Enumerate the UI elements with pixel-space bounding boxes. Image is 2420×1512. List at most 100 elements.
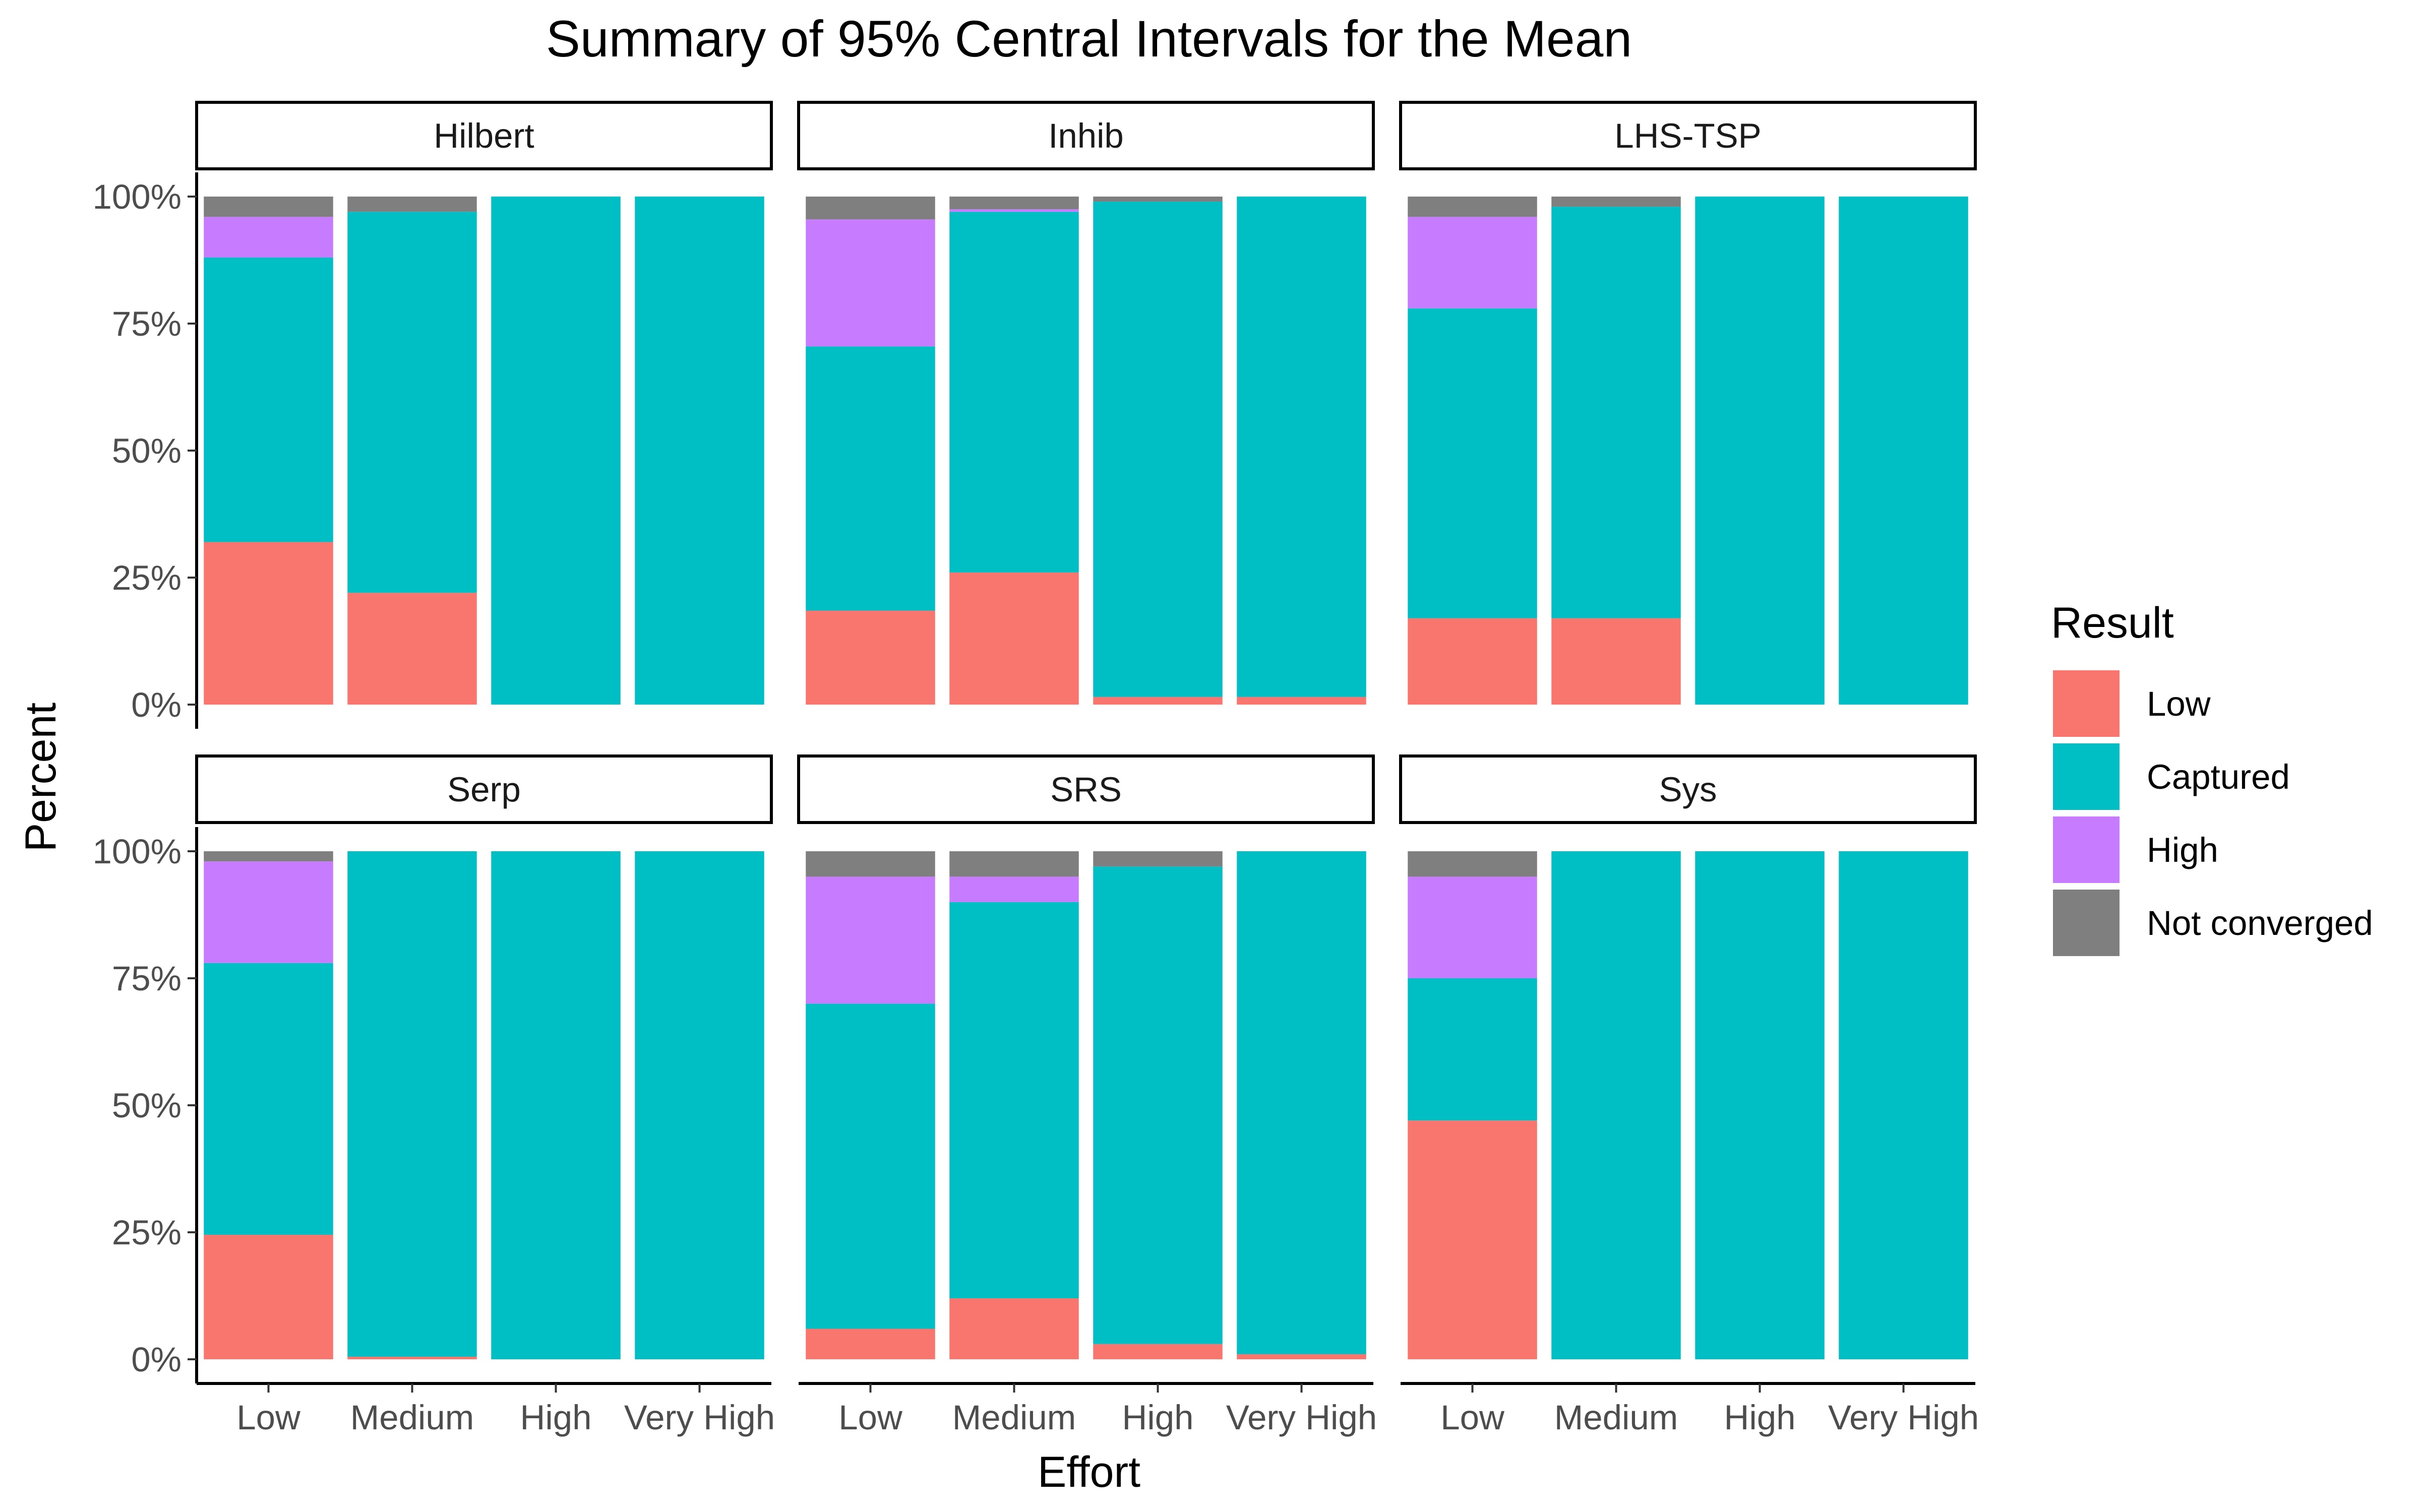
bar-segment-captured-high bbox=[491, 197, 621, 705]
bar-segment-low-medium bbox=[949, 572, 1079, 705]
x-axis-title: Effort bbox=[1038, 1448, 1140, 1496]
x-tick-label: High bbox=[1122, 1398, 1194, 1437]
bar-segment-not-converged-low bbox=[806, 851, 935, 877]
bar-segment-captured-low bbox=[806, 1003, 935, 1329]
facet-strip-label: Sys bbox=[1659, 770, 1717, 809]
legend-key-low bbox=[2053, 670, 2120, 737]
bar-segment-captured-high bbox=[1093, 202, 1223, 697]
bar-segment-captured-very-high bbox=[1839, 197, 1968, 705]
facet-panels: Hilbert 0% 25% 50% 75% 100% Inhib LHS-TSP Serp 0%… bbox=[93, 101, 1979, 1437]
facet-strip bbox=[195, 754, 773, 824]
bar-segment-low-medium bbox=[949, 1298, 1079, 1359]
y-tick-label: 0% bbox=[131, 685, 182, 724]
bar-segment-high-low bbox=[1408, 217, 1537, 308]
bar-segment-captured-medium bbox=[347, 851, 477, 1357]
x-tick-label: Medium bbox=[350, 1398, 474, 1437]
facet-sys: Sys Low Medium High Very High bbox=[1399, 754, 1979, 1437]
bar-segment-high-low bbox=[204, 861, 333, 963]
y-tick-label: 50% bbox=[112, 1086, 182, 1125]
x-tick-label: Very High bbox=[624, 1398, 775, 1437]
legend-label-high: High bbox=[2147, 831, 2218, 869]
y-axis-title: Percent bbox=[17, 703, 65, 852]
legend-title: Result bbox=[2051, 599, 2174, 647]
bar-segment-not-converged-medium bbox=[347, 197, 477, 212]
bar-segment-low-low bbox=[806, 1329, 935, 1359]
facet-strip bbox=[1399, 101, 1977, 170]
y-tick-label: 75% bbox=[112, 304, 182, 343]
bar-segment-captured-medium bbox=[347, 212, 477, 593]
bar-segment-captured-very-high bbox=[635, 197, 764, 705]
bar-segment-high-low bbox=[806, 219, 935, 347]
bar-segment-captured-very-high bbox=[1237, 197, 1366, 697]
facet-strip bbox=[1399, 754, 1977, 824]
bar-segment-low-low bbox=[204, 542, 333, 705]
x-tick-label: High bbox=[1724, 1398, 1796, 1437]
bar-segment-not-converged-low bbox=[204, 851, 333, 862]
bar-segment-high-medium bbox=[949, 209, 1079, 212]
bar-segment-low-low bbox=[1408, 618, 1537, 705]
bar-segment-not-converged-low bbox=[1408, 197, 1537, 217]
bar-segment-not-converged-medium bbox=[949, 851, 1079, 877]
bar-segment-captured-very-high bbox=[1237, 851, 1366, 1354]
x-tick-label: Low bbox=[838, 1398, 902, 1437]
legend: Low Captured High Not converged bbox=[2053, 670, 2373, 956]
bar-segment-captured-medium bbox=[949, 212, 1079, 573]
facet-strip-label: Inhib bbox=[1048, 116, 1124, 155]
bar-segment-low-low bbox=[204, 1235, 333, 1359]
facet-strip bbox=[797, 101, 1375, 170]
bar-segment-not-converged-medium bbox=[949, 197, 1079, 210]
facet-inhib: Inhib bbox=[797, 101, 1375, 705]
bar-segment-captured-medium bbox=[1551, 207, 1681, 618]
bar-segment-not-converged-low bbox=[1408, 851, 1537, 877]
facet-strip-label: SRS bbox=[1050, 770, 1122, 809]
bar-segment-captured-low bbox=[806, 346, 935, 611]
bar-segment-captured-high bbox=[1695, 197, 1825, 705]
x-tick-label: High bbox=[520, 1398, 592, 1437]
bar-segment-captured-high bbox=[491, 851, 621, 1359]
bar-segment-captured-low bbox=[204, 963, 333, 1235]
y-tick-label: 25% bbox=[112, 1213, 182, 1252]
bar-segment-captured-medium bbox=[1551, 851, 1681, 1359]
bar-segment-low-high bbox=[1093, 697, 1223, 705]
bar-segment-not-converged-low bbox=[806, 197, 935, 220]
bar-segment-high-medium bbox=[949, 876, 1079, 902]
bar-segment-not-converged-medium bbox=[1551, 197, 1681, 207]
bar-segment-high-low bbox=[204, 217, 333, 258]
y-tick-label: 100% bbox=[93, 832, 182, 871]
legend-label-captured: Captured bbox=[2147, 758, 2290, 796]
facet-lhs-tsp: LHS-TSP bbox=[1399, 101, 1977, 705]
y-tick-label: 50% bbox=[112, 431, 182, 470]
bar-segment-captured-low bbox=[204, 257, 333, 542]
bar-segment-captured-high bbox=[1093, 866, 1223, 1344]
legend-label-not-converged: Not converged bbox=[2147, 904, 2373, 942]
bar-segment-high-low bbox=[806, 876, 935, 1004]
facet-hilbert: Hilbert 0% 25% 50% 75% 100% bbox=[93, 101, 773, 729]
bar-segment-low-very-high bbox=[1237, 697, 1366, 705]
bar-segment-captured-low bbox=[1408, 978, 1537, 1121]
bar-segment-low-very-high bbox=[1237, 1354, 1366, 1359]
facet-srs: SRS Low Medium High Very High bbox=[797, 754, 1377, 1437]
bar-segment-captured-low bbox=[1408, 308, 1537, 618]
chart-title: Summary of 95% Central Intervals for the… bbox=[546, 10, 1632, 68]
bar-segment-not-converged-low bbox=[204, 197, 333, 217]
bar-segment-captured-medium bbox=[949, 902, 1079, 1299]
bar-segment-captured-very-high bbox=[635, 851, 764, 1359]
facet-strip-label: Serp bbox=[447, 770, 521, 809]
bar-segment-captured-very-high bbox=[1839, 851, 1968, 1359]
bar-segment-not-converged-high bbox=[1093, 197, 1223, 202]
bar-segment-low-medium bbox=[347, 593, 477, 705]
bar-segment-captured-high bbox=[1695, 851, 1825, 1359]
legend-key-captured bbox=[2053, 743, 2120, 810]
y-tick-label: 0% bbox=[131, 1340, 182, 1379]
facet-serp: Serp 0% 25% 50% 75% 100% Low Medium High Very Hig… bbox=[93, 754, 775, 1437]
y-tick-label: 75% bbox=[112, 959, 182, 998]
x-tick-label: Low bbox=[1440, 1398, 1504, 1437]
x-tick-label: Medium bbox=[1554, 1398, 1678, 1437]
facet-strip-label: Hilbert bbox=[434, 116, 534, 155]
bar-segment-low-low bbox=[806, 610, 935, 705]
legend-key-high bbox=[2053, 816, 2120, 883]
bar-segment-not-converged-high bbox=[1093, 851, 1223, 867]
x-tick-label: Very High bbox=[1226, 1398, 1377, 1437]
